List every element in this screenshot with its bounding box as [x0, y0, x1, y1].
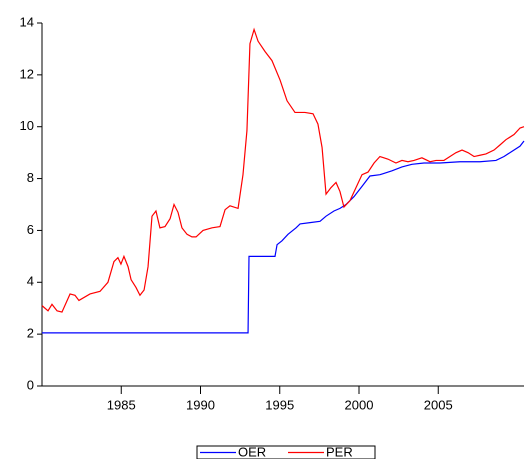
x-tick-label: 2005 [424, 397, 453, 412]
x-tick-label: 2000 [345, 397, 374, 412]
legend-label: OER [238, 444, 266, 459]
y-tick-label: 8 [27, 170, 34, 185]
y-tick-label: 0 [27, 377, 34, 392]
y-tick-label: 14 [20, 14, 34, 29]
y-tick-label: 12 [20, 66, 34, 81]
legend-box [196, 445, 376, 459]
line-series [42, 140, 525, 334]
y-tick-label: 10 [20, 118, 34, 133]
x-tick-label: 1990 [186, 397, 215, 412]
y-tick-label: 2 [27, 326, 34, 341]
line-series [41, 27, 525, 313]
y-tick-label: 4 [27, 274, 34, 289]
legend-label: PER [326, 444, 353, 459]
x-tick-label: 1985 [107, 397, 136, 412]
y-tick-label: 6 [27, 222, 34, 237]
x-tick-label: 1995 [265, 397, 294, 412]
